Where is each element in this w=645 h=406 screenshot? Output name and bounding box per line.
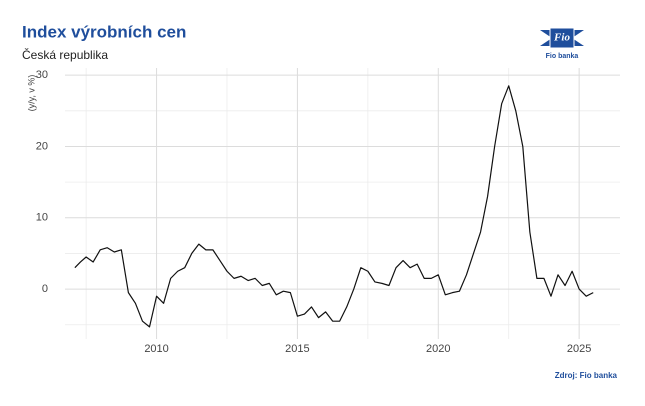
x-tick-label: 2010	[144, 343, 168, 355]
logo-box	[549, 27, 575, 49]
logo: Fio Fio banka	[540, 27, 584, 60]
logo-text: Fio banka	[546, 53, 579, 60]
chart-title: Index výrobních cen	[22, 22, 186, 41]
y-tick-label: 20	[36, 140, 48, 152]
x-tick-label: 2020	[426, 343, 450, 355]
x-tick-label: 2015	[285, 343, 309, 355]
y-tick-label: 0	[42, 283, 48, 295]
y-axis-label: (y/y, v %)	[26, 75, 36, 112]
source: Zdroj: Fio banka	[555, 371, 618, 380]
y-tick-label: 30	[36, 69, 48, 81]
chart-subtitle: Česká republika	[22, 47, 108, 62]
logo-mark: Fio	[553, 32, 570, 44]
x-tick-label: 2025	[567, 343, 591, 355]
line	[74, 85, 594, 328]
y-tick-label: 10	[36, 212, 48, 224]
